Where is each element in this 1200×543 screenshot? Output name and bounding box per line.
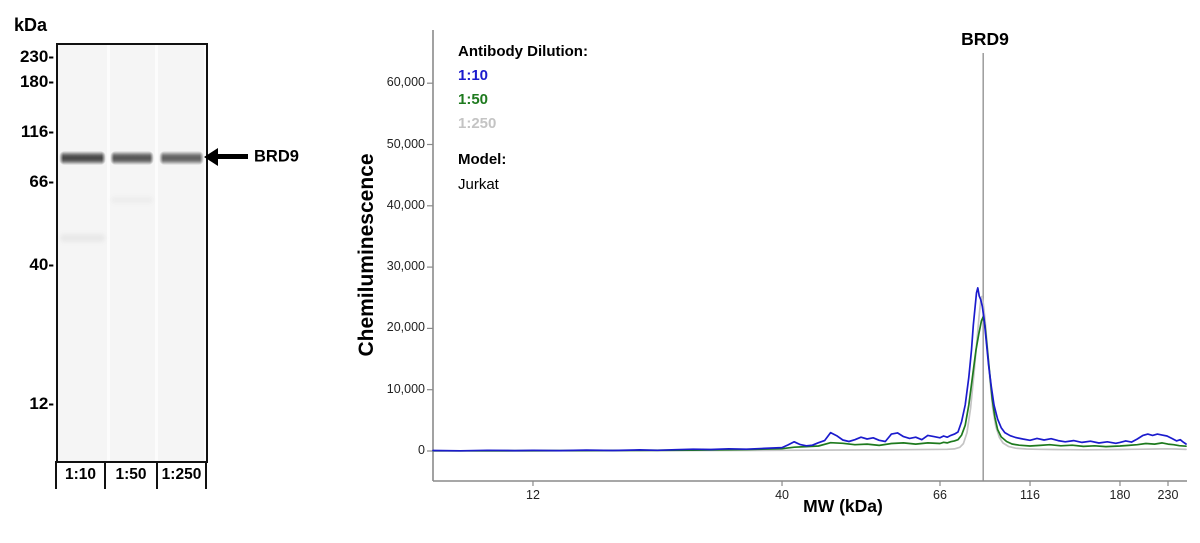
x-tick-label: 116 <box>1020 488 1040 502</box>
faint-band-lane2 <box>111 197 153 203</box>
series-1-50 <box>432 315 1187 452</box>
blot-lane-3 <box>158 45 204 461</box>
x-axis-label: MW (kDa) <box>803 496 883 516</box>
ladder-label-40: 40- <box>29 255 54 274</box>
ladder-label-12: 12- <box>29 394 54 413</box>
y-tick-label: 20,000 <box>386 320 425 335</box>
x-tick-label: 40 <box>775 488 789 502</box>
y-tick-label: 50,000 <box>386 136 425 151</box>
kda-unit-label: kDa <box>14 15 48 35</box>
series-1-10 <box>432 287 1187 452</box>
ladder-label-116: 116- <box>20 122 54 141</box>
mw-ladder: 230- 180- 116- 66- 40- 12- <box>0 0 55 543</box>
y-tick-label: 10,000 <box>386 381 425 396</box>
ladder-label-180: 180- <box>19 72 54 91</box>
x-tick-label: 230 <box>1157 488 1179 502</box>
legend-item-1-250: 1:250 <box>458 115 497 132</box>
blot-lane-1 <box>58 45 107 461</box>
x-tick-label: 180 <box>1109 488 1131 502</box>
chart-title: BRD9 <box>961 29 1009 49</box>
series-1-250 <box>432 295 1187 452</box>
ladder-label-66: 66- <box>29 172 54 191</box>
x-tick-label: 12 <box>526 488 540 502</box>
faint-band-lane1 <box>60 234 105 242</box>
band-arrow-shaft <box>217 154 248 159</box>
band-annotation: BRD9 <box>254 147 299 166</box>
y-tick-label: 40,000 <box>386 197 425 212</box>
y-tick-label: 60,000 <box>386 75 425 90</box>
band-arrow-icon <box>204 148 218 166</box>
brd9-band-lane1 <box>59 151 106 165</box>
brd9-band-lane3 <box>159 151 204 165</box>
ladder-label-230: 230- <box>19 47 54 66</box>
brd9-band-lane2 <box>110 151 154 165</box>
legend-title: Antibody Dilution: <box>458 43 588 60</box>
x-tick-label: 66 <box>933 488 947 502</box>
chart-legend: Antibody Dilution: 1:10 1:50 1:250 Model… <box>458 40 588 197</box>
model-label: Model: <box>458 151 507 168</box>
blot-image <box>56 43 208 463</box>
y-tick-label: 30,000 <box>386 259 425 274</box>
blot-lane-2 <box>110 45 155 461</box>
y-tick-label: 0 <box>418 443 425 457</box>
legend-item-1-10: 1:10 <box>458 67 489 84</box>
legend-item-1-50: 1:50 <box>458 91 489 108</box>
model-value: Jurkat <box>458 176 499 193</box>
